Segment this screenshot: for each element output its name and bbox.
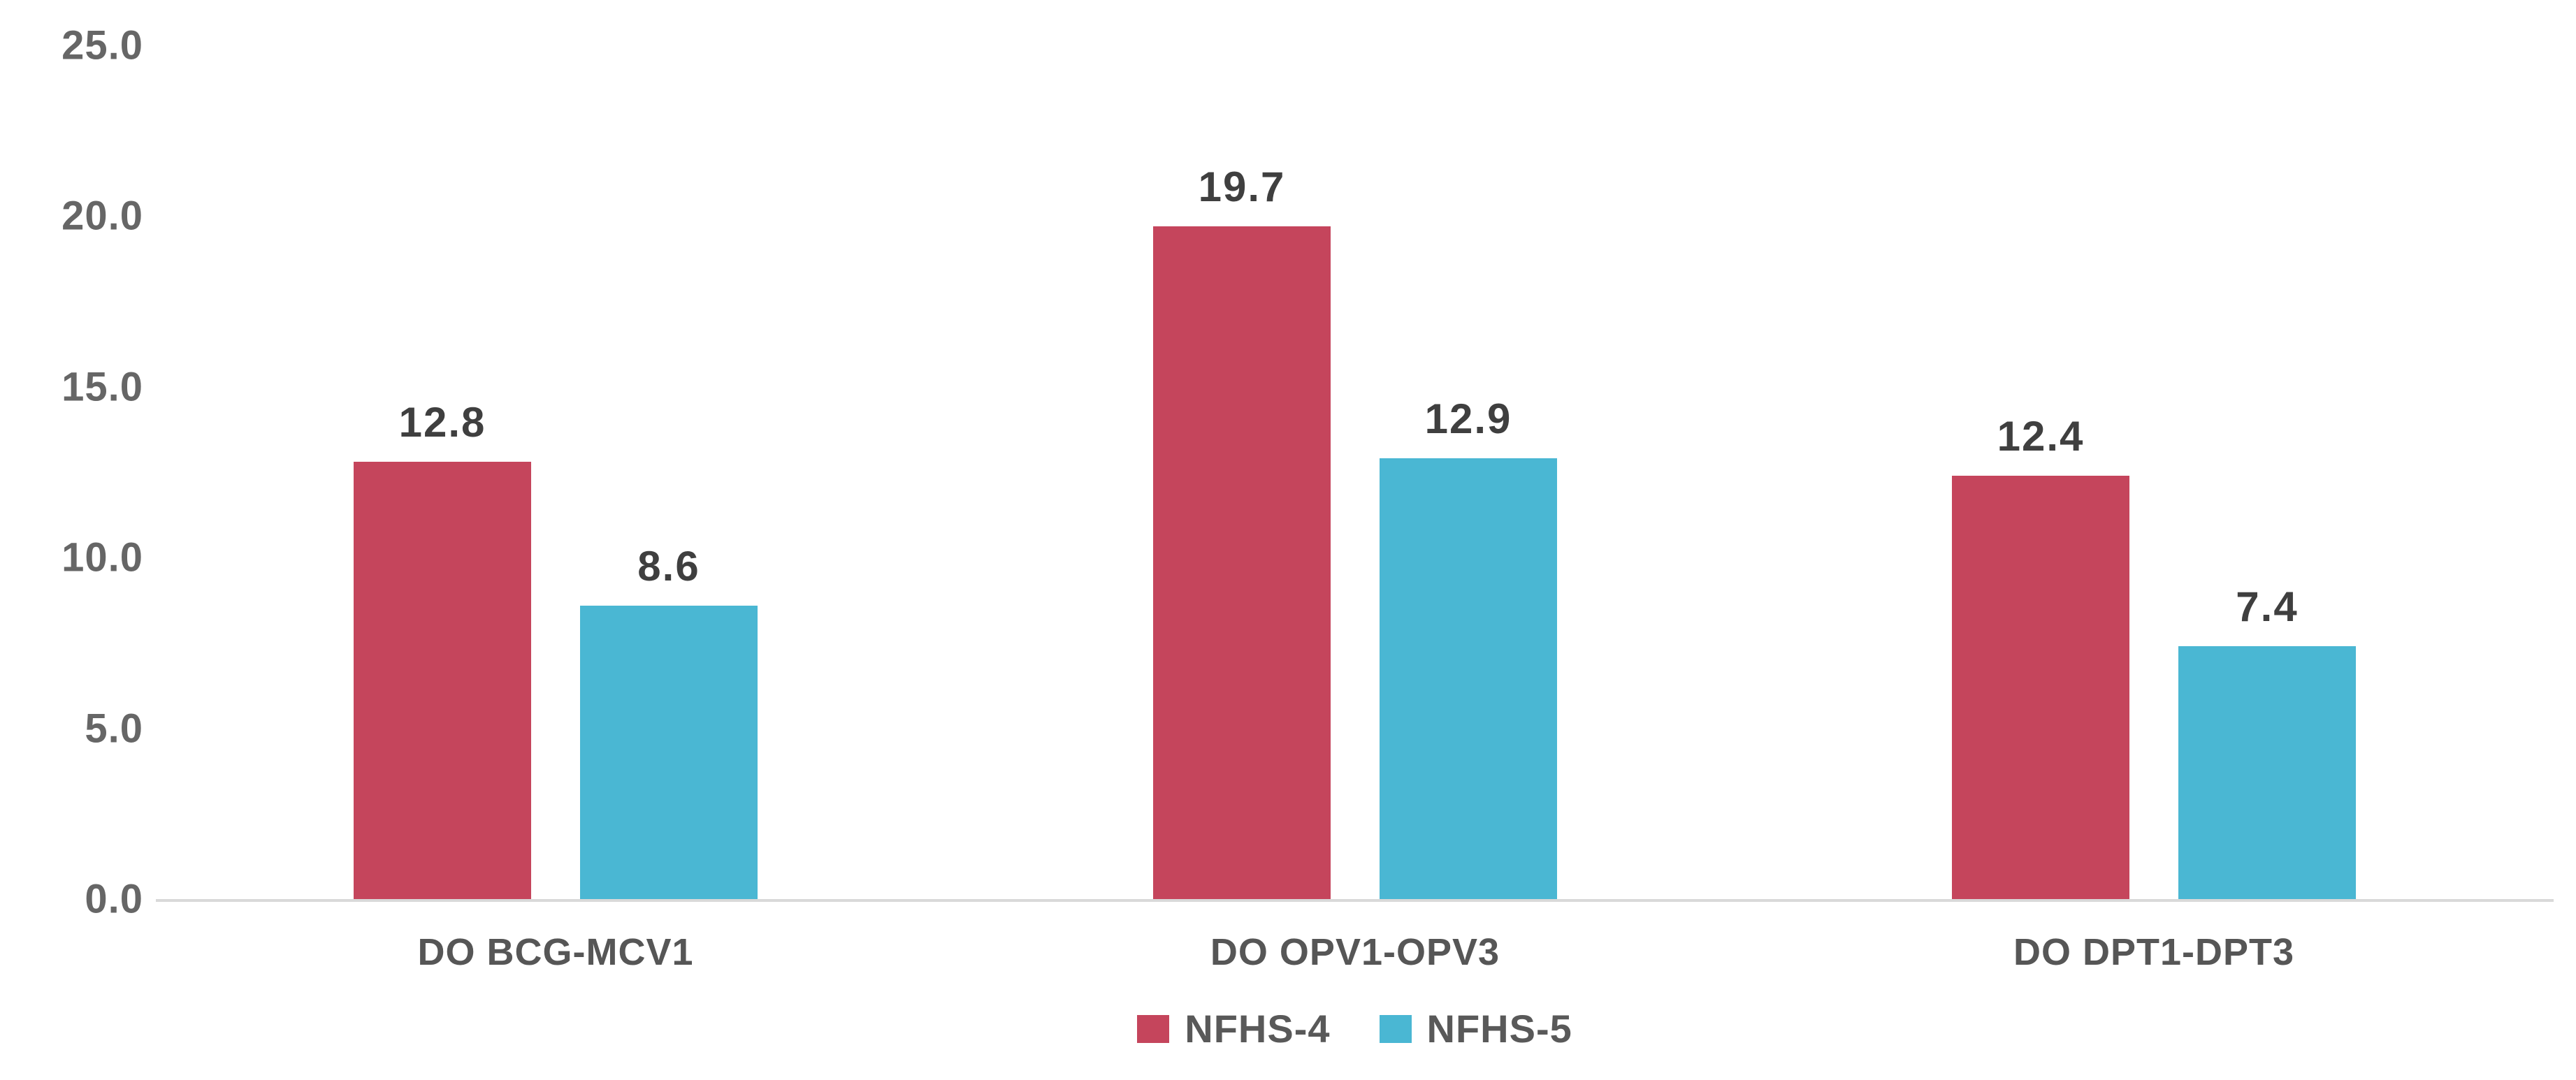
y-tick-label: 10.0 xyxy=(61,534,143,581)
bar-value-label: 12.4 xyxy=(1997,413,2085,460)
bar-nfhs-5: 7.4 xyxy=(2178,583,2356,899)
bar-value-label: 12.9 xyxy=(1424,395,1512,442)
bar-nfhs-4: 19.7 xyxy=(1153,163,1331,899)
y-tick-label: 20.0 xyxy=(61,193,143,239)
y-tick-label: 15.0 xyxy=(61,364,143,410)
bar-value-label: 19.7 xyxy=(1198,163,1286,210)
legend-swatch-nfhs-5 xyxy=(1379,1014,1412,1043)
y-tick-label: 5.0 xyxy=(85,706,143,752)
legend-label-nfhs-4: NFHS-4 xyxy=(1185,1007,1331,1051)
bar-nfhs-4: 12.8 xyxy=(354,399,531,899)
bar-value-label: 8.6 xyxy=(637,543,700,590)
y-tick-label: 0.0 xyxy=(85,876,143,922)
legend-item-nfhs-5: NFHS-5 xyxy=(1379,1006,1572,1051)
legend-label-nfhs-5: NFHS-5 xyxy=(1426,1007,1572,1051)
y-tick-label: 25.0 xyxy=(61,22,143,68)
legend: NFHS-4 NFHS-5 xyxy=(156,1006,2554,1051)
category-label: DO OPV1-OPV3 xyxy=(1210,931,1500,973)
category-label: DO BCG-MCV1 xyxy=(417,931,694,973)
legend-item-nfhs-4: NFHS-4 xyxy=(1137,1006,1330,1051)
bar-nfhs-5: 12.9 xyxy=(1380,395,1557,899)
bar-value-label: 12.8 xyxy=(398,399,486,446)
bar-nfhs-5: 8.6 xyxy=(580,543,758,899)
x-axis-line xyxy=(156,899,2554,902)
bar-nfhs-4: 12.4 xyxy=(1952,413,2129,899)
legend-swatch-nfhs-4 xyxy=(1137,1014,1170,1043)
bar-value-label: 7.4 xyxy=(2236,583,2299,630)
category-label: DO DPT1-DPT3 xyxy=(2013,931,2295,973)
